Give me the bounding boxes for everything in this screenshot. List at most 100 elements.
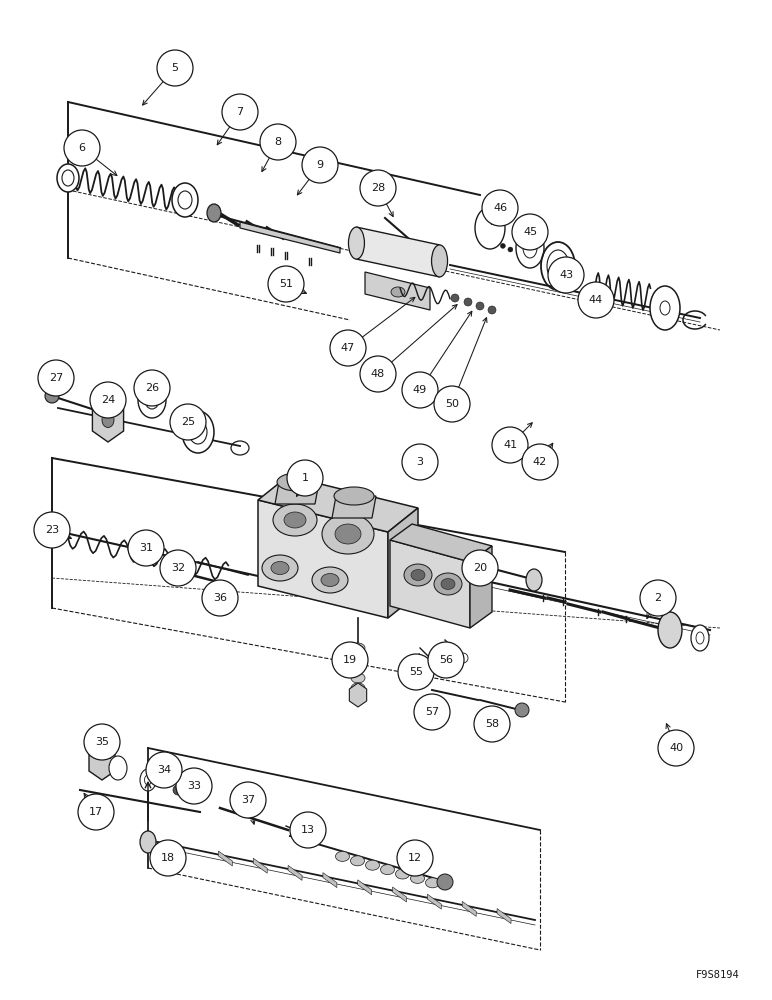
Circle shape	[658, 730, 694, 766]
Polygon shape	[93, 398, 124, 442]
Circle shape	[640, 580, 676, 616]
Ellipse shape	[351, 663, 365, 673]
Ellipse shape	[404, 564, 432, 586]
Text: F9S8194: F9S8194	[696, 970, 740, 980]
Circle shape	[437, 874, 453, 890]
Circle shape	[402, 372, 438, 408]
Circle shape	[433, 661, 443, 671]
Circle shape	[517, 247, 522, 252]
Circle shape	[548, 257, 584, 293]
Ellipse shape	[411, 873, 425, 883]
Circle shape	[170, 404, 206, 440]
Text: 55: 55	[409, 667, 423, 677]
Text: 25: 25	[181, 417, 195, 427]
Ellipse shape	[351, 653, 365, 663]
Ellipse shape	[182, 411, 214, 453]
Text: 6: 6	[79, 143, 86, 153]
Text: 37: 37	[241, 795, 255, 805]
Circle shape	[428, 642, 464, 678]
Ellipse shape	[411, 570, 425, 580]
Circle shape	[146, 752, 182, 788]
Circle shape	[45, 389, 59, 403]
Text: 23: 23	[45, 525, 59, 535]
Circle shape	[414, 694, 450, 730]
Polygon shape	[258, 476, 418, 532]
Circle shape	[268, 266, 304, 302]
Circle shape	[157, 50, 193, 86]
Polygon shape	[357, 227, 439, 277]
Polygon shape	[323, 873, 337, 888]
Circle shape	[78, 794, 114, 830]
Ellipse shape	[334, 487, 374, 505]
Ellipse shape	[432, 245, 448, 277]
Circle shape	[578, 282, 614, 318]
Circle shape	[128, 530, 164, 566]
Polygon shape	[253, 858, 267, 873]
Circle shape	[464, 298, 472, 306]
Text: 47: 47	[341, 343, 355, 353]
Ellipse shape	[516, 228, 544, 268]
Text: 56: 56	[439, 655, 453, 665]
Circle shape	[290, 812, 326, 848]
Polygon shape	[388, 508, 418, 618]
Polygon shape	[462, 901, 476, 916]
Circle shape	[230, 782, 266, 818]
Circle shape	[508, 247, 513, 252]
Circle shape	[173, 785, 183, 795]
Circle shape	[176, 768, 212, 804]
Text: 3: 3	[417, 457, 424, 467]
Text: 41: 41	[503, 440, 517, 450]
Polygon shape	[240, 222, 340, 253]
Ellipse shape	[351, 673, 365, 683]
Circle shape	[302, 147, 338, 183]
Circle shape	[492, 427, 528, 463]
Ellipse shape	[109, 756, 127, 780]
Text: 5: 5	[171, 63, 178, 73]
Circle shape	[462, 550, 498, 586]
Ellipse shape	[335, 524, 361, 544]
Text: 19: 19	[343, 655, 357, 665]
Text: 34: 34	[157, 765, 171, 775]
Circle shape	[134, 370, 170, 406]
Text: 58: 58	[485, 719, 499, 729]
Ellipse shape	[57, 164, 79, 192]
Circle shape	[360, 170, 396, 206]
Circle shape	[360, 356, 396, 392]
Circle shape	[222, 94, 258, 130]
Circle shape	[500, 243, 506, 248]
Polygon shape	[428, 894, 442, 909]
Circle shape	[527, 237, 533, 242]
Circle shape	[434, 386, 470, 422]
Circle shape	[525, 243, 530, 248]
Text: 27: 27	[49, 373, 63, 383]
Circle shape	[458, 653, 468, 663]
Ellipse shape	[391, 287, 405, 297]
Polygon shape	[497, 909, 511, 924]
Ellipse shape	[348, 227, 364, 259]
Ellipse shape	[650, 286, 680, 330]
Text: 8: 8	[274, 137, 282, 147]
Ellipse shape	[312, 567, 348, 593]
Polygon shape	[258, 500, 388, 618]
Text: 12: 12	[408, 853, 422, 863]
Ellipse shape	[284, 512, 306, 528]
Ellipse shape	[140, 769, 156, 791]
Text: 43: 43	[559, 270, 573, 280]
Circle shape	[38, 360, 74, 396]
Circle shape	[330, 330, 366, 366]
Circle shape	[451, 294, 459, 302]
Circle shape	[474, 706, 510, 742]
Ellipse shape	[381, 865, 394, 875]
Circle shape	[488, 306, 496, 314]
Polygon shape	[218, 851, 232, 866]
Circle shape	[522, 444, 558, 480]
Circle shape	[64, 130, 100, 166]
Circle shape	[84, 724, 120, 760]
Polygon shape	[365, 272, 430, 310]
Circle shape	[332, 642, 368, 678]
Text: 13: 13	[301, 825, 315, 835]
Circle shape	[260, 124, 296, 160]
Text: 36: 36	[213, 593, 227, 603]
Circle shape	[512, 214, 548, 250]
Text: 17: 17	[89, 807, 103, 817]
